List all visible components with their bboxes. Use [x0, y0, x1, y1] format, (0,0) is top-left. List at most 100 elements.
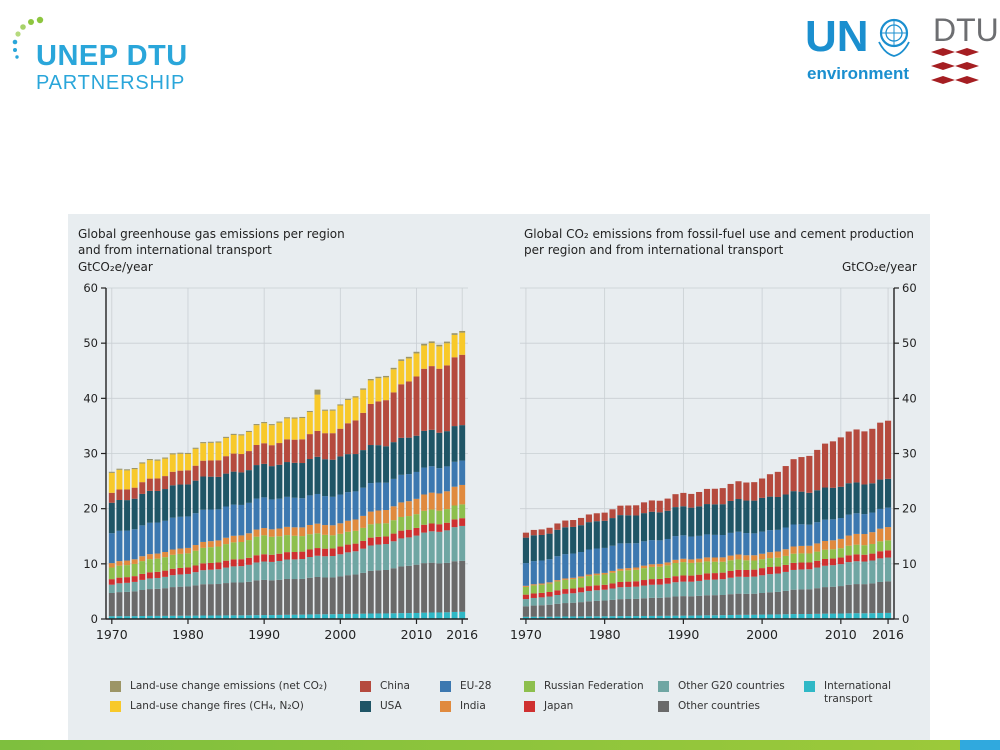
bar-eu-1976 [154, 522, 161, 554]
x-tick-label: 2016 [872, 627, 904, 642]
bar-other-2011 [845, 584, 852, 614]
bar-g20-2012 [428, 531, 435, 563]
bar-russia-1988 [664, 565, 671, 578]
bar-fires-2003 [360, 389, 367, 413]
bar-eu-1986 [648, 540, 655, 565]
bar-fires-1977 [162, 458, 169, 477]
bar-china-2001 [344, 423, 351, 455]
x-tick-label: 1980 [589, 627, 621, 642]
y-tick-label: 40 [83, 391, 98, 405]
bar-fires-1997 [314, 394, 321, 431]
bar-g20-2004 [790, 569, 797, 590]
bar-intl-2006 [383, 613, 389, 619]
bar-other-2016 [884, 581, 892, 613]
bar-luc-2008 [398, 359, 405, 361]
bar-russia-2016 [459, 504, 466, 519]
bar-russia-2003 [782, 555, 789, 565]
bar-fires-1981 [192, 448, 199, 466]
y-tick-label: 50 [902, 336, 917, 350]
bar-india-1995 [719, 557, 726, 562]
bar-india-2011 [845, 535, 852, 546]
bar-intl-2001 [344, 613, 351, 619]
bar-intl-1996 [306, 614, 313, 619]
bar-g20-1990 [261, 561, 268, 580]
bar-japan-1997 [314, 548, 321, 556]
bar-usa-2002 [352, 454, 359, 492]
bar-russia-2016 [884, 540, 892, 551]
bar-russia-1990 [261, 535, 268, 555]
bar-luc-2002 [352, 396, 359, 398]
bar-other-1982 [617, 599, 624, 617]
bar-india-2010 [413, 498, 420, 515]
bar-japan-1980 [601, 584, 608, 590]
bar-g20-2016 [459, 525, 466, 561]
bar-russia-2009 [829, 549, 837, 559]
bar-usa-1977 [162, 489, 169, 521]
bar-g20-1988 [245, 564, 252, 582]
bar-g20-2013 [436, 531, 443, 564]
bar-eu-1983 [207, 509, 214, 542]
bar-eu-1994 [291, 497, 298, 528]
bar-india-2012 [428, 492, 435, 510]
bar-usa-1976 [570, 526, 577, 554]
bar-g20-1977 [577, 592, 585, 603]
bar-g20-2001 [766, 574, 774, 593]
bar-russia-1999 [329, 535, 336, 549]
bar-luc-1997 [314, 389, 321, 395]
bar-japan-1990 [680, 575, 687, 582]
bar-japan-2008 [398, 530, 405, 539]
bar-usa-1970 [108, 502, 115, 534]
bar-japan-2002 [352, 543, 359, 552]
bar-china-2000 [759, 478, 766, 498]
bar-russia-1979 [593, 575, 600, 586]
bar-g20-1989 [672, 582, 679, 597]
logo-title: UNEP DTU [36, 40, 188, 72]
bar-japan-2009 [405, 529, 412, 538]
bar-china-1977 [162, 476, 169, 490]
bar-luc-1994 [291, 417, 298, 419]
legend-swatch [440, 701, 451, 712]
bar-eu-2012 [853, 513, 860, 534]
bar-intl-1984 [215, 615, 222, 619]
bar-china-2015 [451, 357, 458, 427]
bar-g20-2007 [390, 541, 397, 569]
bar-g20-2011 [845, 562, 852, 585]
bar-japan-2004 [367, 537, 374, 546]
bar-eu-2009 [829, 519, 837, 541]
bar-japan-2015 [451, 519, 458, 528]
bar-india-1982 [200, 541, 207, 548]
bar-fires-2010 [413, 353, 420, 377]
bar-china-1983 [207, 460, 214, 477]
bar-japan-2010 [413, 527, 420, 536]
bar-other-1988 [245, 581, 252, 616]
bar-eu-1970 [108, 533, 115, 564]
bar-g20-2009 [405, 537, 412, 566]
bar-japan-1970 [522, 594, 530, 600]
bar-other-1972 [538, 605, 545, 617]
bar-india-1987 [238, 535, 245, 542]
bar-russia-1986 [230, 542, 237, 560]
bar-russia-1973 [131, 563, 138, 577]
bar-other-1979 [177, 586, 184, 616]
bar-usa-2000 [337, 456, 344, 495]
bar-usa-2005 [375, 445, 382, 483]
bar-eu-1988 [664, 538, 671, 563]
bar-other-1991 [268, 580, 275, 616]
bar-intl-1995 [719, 615, 726, 619]
bar-intl-2016 [884, 612, 892, 619]
bar-russia-1975 [146, 559, 153, 573]
bar-india-1981 [609, 570, 616, 573]
bar-g20-2007 [814, 567, 821, 589]
bar-intl-1984 [633, 616, 640, 619]
bar-usa-2007 [814, 490, 821, 523]
bar-japan-1988 [664, 577, 671, 584]
bar-japan-1971 [116, 577, 123, 584]
bar-g20-2012 [853, 561, 860, 585]
bar-luc-1999 [329, 409, 336, 411]
bar-china-2013 [861, 431, 868, 485]
x-tick-label: 1970 [510, 627, 542, 642]
bar-japan-2011 [845, 555, 852, 563]
x-tick-label: 1990 [667, 627, 699, 642]
bar-usa-2008 [398, 437, 405, 475]
bar-intl-2004 [367, 613, 374, 619]
